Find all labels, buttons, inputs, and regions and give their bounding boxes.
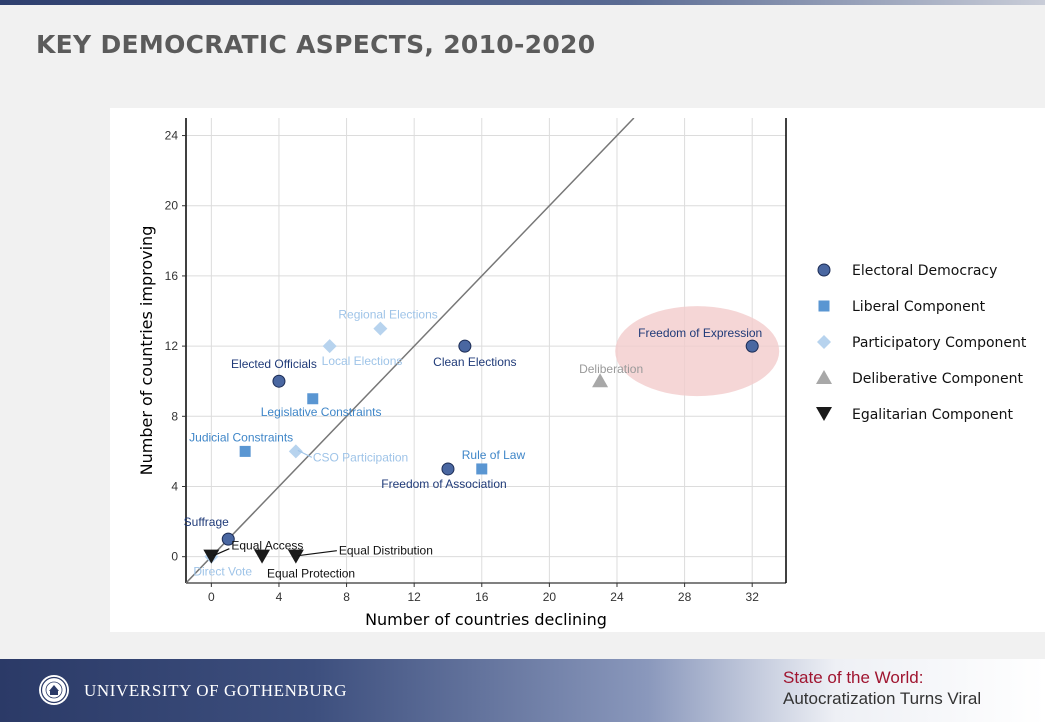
point-label-freedom-of-association: Freedom of Association [381, 477, 506, 491]
x-tick-label: 4 [276, 590, 283, 604]
point-elected-officials [272, 374, 286, 388]
point-label-equal-distribution: Equal Distribution [339, 544, 433, 558]
point-clean-elections [458, 339, 472, 353]
series-deliberative-component [592, 373, 609, 388]
x-axis-label: Number of countries declining [365, 610, 607, 629]
x-tick-label: 20 [543, 590, 557, 604]
leader-cso-participation [297, 449, 313, 458]
university-seal-icon [39, 675, 69, 705]
y-tick-label: 20 [165, 199, 179, 213]
point-local-elections [322, 339, 337, 354]
point-rule-of-law [476, 463, 488, 475]
highlight-ellipse [615, 306, 780, 397]
y-tick-label: 4 [171, 479, 178, 493]
presentation-subtitle: Autocratization Turns Viral [783, 689, 982, 708]
legend-label-electoral-democracy: Electoral Democracy [852, 263, 997, 279]
legend-marker-participatory-component [817, 335, 831, 349]
reference-line [186, 118, 635, 583]
top-accent-bar [0, 0, 1045, 5]
series-electoral-democracy [221, 339, 759, 546]
point-freedom-of-expression [745, 339, 759, 353]
x-tick-label: 16 [475, 590, 489, 604]
legend-marker-liberal-component [818, 300, 830, 312]
leader-equal-access [213, 548, 230, 557]
legend-item-deliberative-component: Deliberative Component [816, 370, 1024, 387]
chart-panel: 0 4 8 12 16 20 24 28 32 0 4 8 12 16 20 24 Number of coun… [110, 108, 1045, 632]
legend-item-participatory-component: Participatory Component [817, 335, 1027, 351]
slide-title: KEY DEMOCRATIC ASPECTS, 2010-2020 [36, 30, 596, 59]
y-tick-label: 16 [165, 269, 179, 283]
series-egalitarian-component [203, 549, 304, 564]
y-tick-label: 8 [171, 409, 178, 423]
point-label-legislative-constraints: Legislative Constraints [261, 405, 382, 419]
point-freedom-of-association [441, 462, 455, 476]
point-label-local-elections: Local Elections [322, 354, 403, 368]
point-label-deliberation: Deliberation [579, 362, 643, 376]
leader-equal-distribution [297, 550, 337, 557]
point-legislative-constraints [307, 393, 319, 405]
x-tick-label: 0 [208, 590, 215, 604]
point-label-elected-officials: Elected Officials [231, 357, 317, 371]
legend-item-egalitarian-component: Egalitarian Component [816, 407, 1013, 423]
series-liberal-component [239, 393, 488, 475]
presentation-title: State of the World: [783, 668, 924, 687]
legend-marker-deliberative-component [816, 370, 832, 384]
university-name: UNIVERSITY OF GOTHENBURG [84, 681, 348, 700]
point-label-equal-access: Equal Access [231, 539, 303, 553]
x-tick-label: 8 [343, 590, 350, 604]
point-label-direct-vote: Direct Vote [193, 565, 252, 579]
point-regional-elections [373, 321, 388, 336]
point-label-suffrage: Suffrage [184, 515, 229, 529]
point-equal-protection [254, 549, 271, 564]
legend-label-egalitarian-component: Egalitarian Component [852, 407, 1013, 423]
point-label-clean-elections: Clean Elections [433, 355, 516, 369]
legend-marker-electoral-democracy [817, 263, 831, 277]
legend-label-participatory-component: Participatory Component [852, 335, 1027, 351]
y-tick-label: 0 [171, 550, 178, 564]
point-label-regional-elections: Regional Elections [338, 308, 437, 322]
x-tick-label: 32 [746, 590, 760, 604]
legend: Electoral Democracy Liberal Component Part… [816, 263, 1027, 423]
point-judicial-constraints [239, 445, 251, 457]
point-deliberation [592, 373, 609, 388]
point-equal-distribution [287, 549, 304, 564]
point-label-judicial-constraints: Judicial Constraints [189, 430, 293, 444]
point-suffrage [221, 532, 235, 546]
point-label-cso-participation: CSO Participation [313, 450, 408, 464]
legend-label-liberal-component: Liberal Component [852, 299, 986, 315]
legend-item-electoral-democracy: Electoral Democracy [817, 263, 997, 279]
point-label-equal-protection: Equal Protection [267, 567, 355, 581]
x-tick-label: 24 [610, 590, 624, 604]
series-participatory-component [204, 321, 388, 564]
y-axis-label: Number of countries improving [137, 226, 156, 476]
y-tick-label: 12 [165, 339, 179, 353]
point-cso-participation [288, 444, 303, 459]
legend-item-liberal-component: Liberal Component [818, 299, 986, 315]
footer: UNIVERSITY OF GOTHENBURG State of the Wo… [0, 659, 1045, 722]
legend-label-deliberative-component: Deliberative Component [852, 371, 1024, 387]
point-label-freedom-of-expression: Freedom of Expression [638, 326, 762, 340]
legend-marker-egalitarian-component [816, 407, 832, 421]
y-tick-label: 24 [165, 129, 179, 143]
x-tick-label: 12 [407, 590, 421, 604]
point-equal-access [203, 549, 220, 564]
point-label-rule-of-law: Rule of Law [462, 448, 526, 462]
x-tick-label: 28 [678, 590, 692, 604]
